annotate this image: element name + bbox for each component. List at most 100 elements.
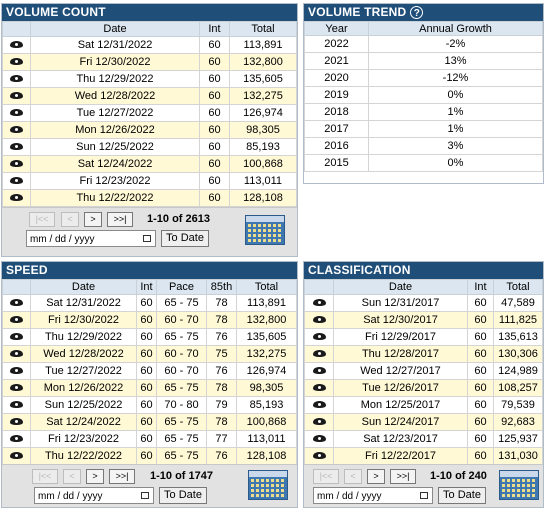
first-page-button[interactable]: |<< [32, 469, 58, 484]
to-date-button[interactable]: To Date [438, 487, 486, 504]
column-header-date[interactable]: Date [30, 279, 137, 295]
eye-icon[interactable] [10, 401, 23, 408]
prev-page-button[interactable]: < [63, 469, 81, 484]
prev-page-button[interactable]: < [344, 469, 362, 484]
next-page-button[interactable]: > [84, 212, 102, 227]
table-cell: 60 [136, 413, 157, 431]
table-cell: 60 [199, 36, 230, 54]
column-header-pace[interactable]: Pace [156, 279, 207, 295]
calendar-icon[interactable] [245, 215, 285, 245]
table-cell: 60 [199, 155, 230, 173]
eye-icon[interactable] [10, 75, 23, 82]
table-cell: Sat 12/24/2022 [30, 413, 137, 431]
row-action-cell [2, 36, 31, 54]
eye-icon[interactable] [10, 452, 23, 459]
row-action-cell [2, 70, 31, 88]
table-cell: 60 [199, 138, 230, 156]
page-count: 1-10 of 1747 [150, 470, 213, 482]
classification-title-text: CLASSIFICATION [308, 263, 411, 277]
eye-icon[interactable] [10, 333, 23, 340]
eye-icon[interactable] [312, 452, 326, 459]
calendar-icon[interactable] [499, 470, 539, 500]
eye-icon[interactable] [10, 92, 23, 99]
eye-icon[interactable] [10, 384, 23, 391]
table-cell: Sat 12/30/2017 [333, 311, 468, 329]
table-row: Sun 12/25/2022 60 85,193 [2, 138, 297, 156]
table-cell: 60 [136, 430, 157, 448]
eye-icon[interactable] [10, 126, 23, 133]
table-row: Wed 12/28/2022 60 132,275 [2, 87, 297, 105]
column-header-int[interactable]: Int [136, 279, 157, 295]
volume-trend-panel: VOLUME TREND ? Year Annual Growth 2022 -2… [303, 3, 544, 184]
table-row: 2019 0% [304, 86, 543, 104]
row-action-cell [304, 311, 334, 329]
row-action-cell [2, 328, 31, 346]
eye-icon[interactable] [10, 177, 23, 184]
to-date-button[interactable]: To Date [161, 230, 209, 247]
calendar-small-icon[interactable] [420, 492, 428, 499]
column-header-total[interactable]: Total [229, 21, 297, 37]
eye-icon[interactable] [312, 333, 326, 340]
column-header-total[interactable]: Total [493, 279, 543, 295]
eye-icon[interactable] [10, 350, 23, 357]
column-header-int[interactable]: Int [199, 21, 230, 37]
to-date-button[interactable]: To Date [159, 487, 207, 504]
eye-icon[interactable] [312, 350, 326, 357]
last-page-button[interactable]: >>| [107, 212, 133, 227]
table-cell: Fri 12/29/2017 [333, 328, 468, 346]
table-cell: Sun 12/24/2017 [333, 413, 468, 431]
eye-icon[interactable] [10, 58, 23, 65]
eye-icon[interactable] [10, 160, 23, 167]
table-cell: Mon 12/26/2022 [30, 379, 137, 397]
eye-icon[interactable] [10, 299, 23, 306]
eye-icon[interactable] [10, 418, 23, 425]
row-action-cell [304, 447, 334, 465]
table-cell: 60 [199, 87, 230, 105]
speed-panel: SPEED Date Int Pace 85th Total Sat 12/31… [1, 261, 298, 508]
prev-page-button[interactable]: < [61, 212, 79, 227]
date-input[interactable]: mm / dd / yyyy [34, 487, 154, 504]
table-cell: 60 [199, 104, 230, 122]
volume-count-body: Sat 12/31/2022 60 113,891 Fri 12/30/2022 60 1… [2, 36, 297, 207]
eye-icon[interactable] [10, 41, 23, 48]
year-cell: 2018 [304, 103, 369, 121]
table-cell: 100,868 [236, 413, 297, 431]
calendar-icon[interactable] [248, 470, 288, 500]
date-input[interactable]: mm / dd / yyyy [26, 230, 156, 247]
column-header-total[interactable]: Total [236, 279, 297, 295]
eye-icon[interactable] [10, 143, 23, 150]
eye-icon[interactable] [312, 435, 326, 442]
last-page-button[interactable]: >>| [390, 469, 416, 484]
eye-icon[interactable] [10, 109, 23, 116]
calendar-small-icon[interactable] [141, 492, 149, 499]
help-icon[interactable]: ? [410, 6, 424, 19]
calendar-small-icon[interactable] [143, 235, 151, 242]
next-page-button[interactable]: > [86, 469, 104, 484]
eye-icon[interactable] [10, 435, 23, 442]
column-header-int[interactable]: Int [467, 279, 494, 295]
first-page-button[interactable]: |<< [313, 469, 339, 484]
table-header-row: Date Int Total [2, 21, 297, 37]
eye-icon[interactable] [312, 316, 326, 323]
table-cell: Sat 12/24/2022 [30, 155, 200, 173]
row-action-cell [2, 311, 31, 329]
last-page-button[interactable]: >>| [109, 469, 135, 484]
next-page-button[interactable]: > [367, 469, 385, 484]
volume-trend-title: VOLUME TREND ? [304, 4, 543, 21]
column-header-date[interactable]: Date [333, 279, 468, 295]
column-header-date[interactable]: Date [30, 21, 200, 37]
first-page-button[interactable]: |<< [29, 212, 55, 227]
eye-icon[interactable] [10, 194, 23, 201]
year-cell: 2020 [304, 69, 369, 87]
eye-icon[interactable] [10, 367, 23, 374]
date-input[interactable]: mm / dd / yyyy [313, 487, 433, 504]
column-header-85th[interactable]: 85th [206, 279, 237, 295]
table-cell: 60 [136, 362, 157, 380]
eye-icon[interactable] [10, 316, 23, 323]
eye-icon[interactable] [312, 299, 326, 306]
eye-icon[interactable] [312, 401, 326, 408]
eye-icon[interactable] [312, 418, 326, 425]
eye-icon[interactable] [312, 384, 326, 391]
growth-cell: -12% [368, 69, 543, 87]
eye-icon[interactable] [312, 367, 326, 374]
